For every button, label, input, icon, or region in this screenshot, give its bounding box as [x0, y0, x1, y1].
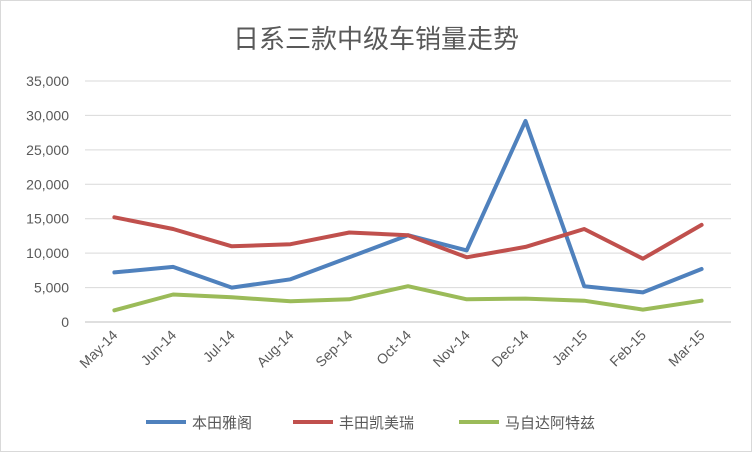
y-tick-label: 5,000: [34, 280, 69, 296]
x-tick-label: Jul-14: [200, 327, 238, 365]
x-tick-label: May-14: [76, 327, 120, 371]
y-tick-label: 10,000: [26, 245, 69, 261]
y-tick-label: 35,000: [26, 73, 69, 89]
y-tick-label: 0: [61, 314, 69, 330]
x-tick-label: Jan-15: [549, 327, 591, 369]
x-tick-label: Aug-14: [253, 327, 296, 370]
x-tick-label: Dec-14: [488, 327, 531, 370]
series-line: [112, 284, 704, 313]
x-tick-label: Jun-14: [138, 327, 180, 369]
x-tick-label: Sep-14: [312, 327, 355, 370]
series-line: [112, 215, 704, 261]
y-tick-label: 25,000: [26, 142, 69, 158]
legend-label: 本田雅阁: [192, 414, 252, 432]
y-axis: 0 5,000 10,000 15,000 20,000 25,000 30,000 35,0…: [26, 73, 69, 330]
series-lines: [112, 118, 704, 313]
gridlines: [85, 80, 731, 323]
legend: 本田雅阁 丰田凯美瑞 马自达阿特兹: [146, 414, 595, 432]
y-tick-label: 30,000: [26, 107, 69, 123]
legend-label: 丰田凯美瑞: [339, 414, 414, 432]
y-tick-label: 15,000: [26, 211, 69, 227]
x-tick-label: Mar-15: [665, 327, 708, 370]
x-tick-label: Nov-14: [430, 327, 473, 370]
legend-label: 马自达阿特兹: [505, 414, 595, 432]
x-tick-label: Feb-15: [606, 327, 649, 370]
series-line: [112, 118, 704, 295]
chart-title: 日系三款中级车销量走势: [233, 25, 519, 55]
x-tick-label: Oct-14: [373, 327, 414, 368]
x-axis: May-14 Jun-14 Jul-14 Aug-14 Sep-14 Oct-14 Nov-…: [76, 327, 708, 371]
y-tick-label: 20,000: [26, 176, 69, 192]
